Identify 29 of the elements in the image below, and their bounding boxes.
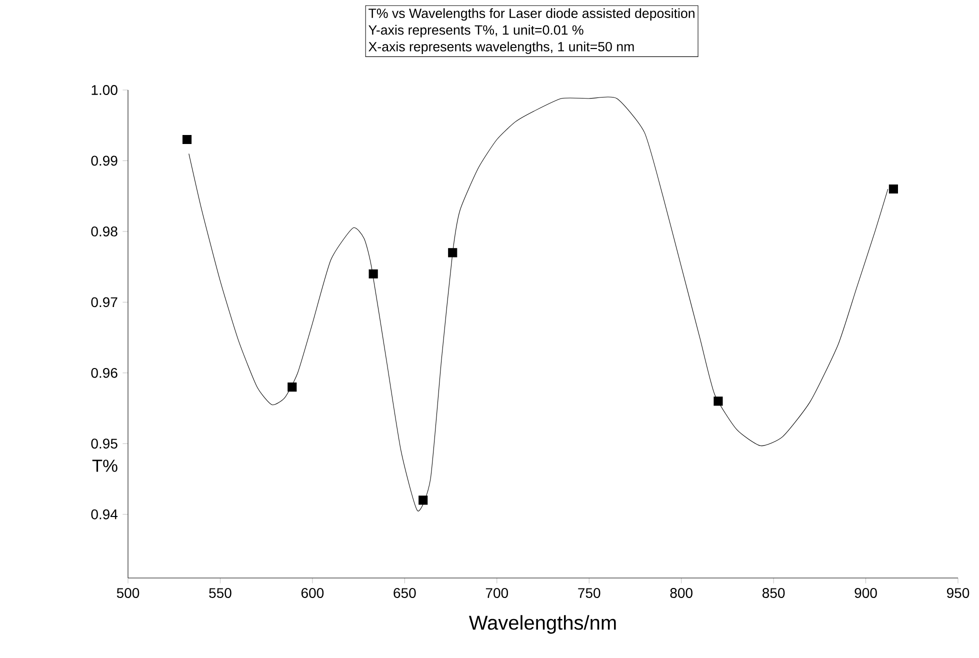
x-tick-label: 700 bbox=[486, 588, 508, 598]
point bbox=[714, 396, 723, 406]
y-axis-title: T% bbox=[92, 460, 118, 472]
x-tick-label: 950 bbox=[946, 588, 970, 598]
x-tick-label: 600 bbox=[301, 588, 324, 598]
x-tick-label: 650 bbox=[394, 588, 416, 598]
y-tick-label: 0.97 bbox=[91, 297, 118, 308]
y-tick-label: 0.98 bbox=[91, 226, 118, 236]
text: X-axis represents wavelengths, 1 unit=50 nm bbox=[368, 42, 634, 54]
y-tick-label: 0.94 bbox=[91, 509, 118, 520]
x-axis-title: Wavelengths/nm bbox=[468, 615, 616, 634]
point bbox=[182, 134, 192, 144]
point bbox=[288, 382, 297, 392]
y-tick-label: 0.99 bbox=[91, 156, 118, 166]
text: T% vs Wavelengths for Laser diode assisted deposition bbox=[368, 8, 694, 21]
point bbox=[368, 269, 378, 278]
x-tick-label: 550 bbox=[209, 588, 232, 598]
x-tick-label: 500 bbox=[116, 588, 140, 598]
y-tick-label: 0.96 bbox=[91, 368, 118, 378]
y-tick-label: 1.00 bbox=[92, 85, 118, 95]
point bbox=[418, 496, 428, 505]
y-tick-label: 0.95 bbox=[91, 438, 118, 449]
text: Y-axis represents T%, 1 unit=0.01 % bbox=[368, 24, 584, 38]
point bbox=[448, 248, 458, 258]
x-tick-label: 900 bbox=[854, 588, 877, 598]
x-tick-label: 800 bbox=[670, 588, 692, 598]
x-tick-label: 850 bbox=[762, 588, 785, 598]
x-tick-label: 750 bbox=[578, 588, 600, 598]
point bbox=[888, 184, 898, 194]
